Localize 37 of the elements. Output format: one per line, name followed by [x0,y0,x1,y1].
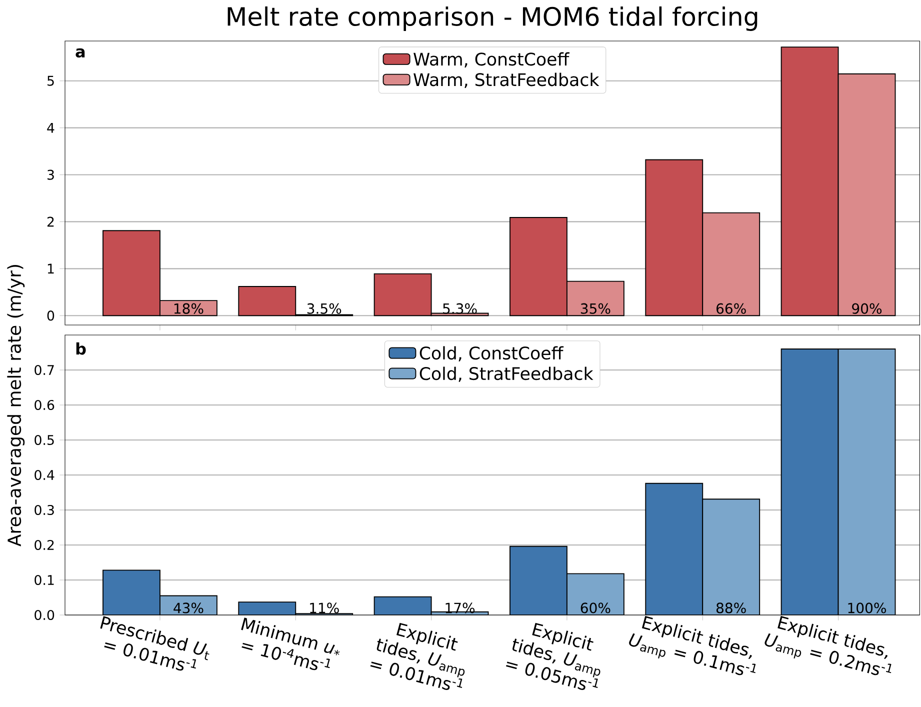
chart-title: Melt rate comparison - MOM6 tidal forcing [228,6,758,31]
y-tick-label: 2 [47,216,54,227]
legend-label: Cold, ConstCoeff [420,346,564,362]
y-tick-label: 1 [48,264,54,274]
y-tick-label: 0.0 [34,610,54,620]
y-tick-label: 3 [48,170,54,180]
annotation: 35% [580,303,610,314]
legend-label: Warm, ConstCoeff [414,52,570,68]
y-tick-label: 4 [47,122,54,133]
annotation: 43% [174,602,204,614]
y-tick-label: 0.6 [34,400,54,410]
y-tick-label: 0.1 [34,574,54,586]
y-tick-label: 0.7 [34,364,54,376]
y-tick-label: 0.5 [34,434,54,446]
y-axis-title: Area-averaged melt rate (m/yr) [7,265,25,546]
x-tick-label: Explicit tides, U$_{amp}$ = 0.1ms$^{-1}$ [629,616,756,676]
legend-label: Cold, StratFeedback [420,366,594,382]
annotation: 66% [716,303,746,314]
y-tick-label: 0.4 [34,470,54,480]
annotation: b [76,342,86,355]
y-tick-label: 0.2 [34,540,54,550]
annotation: 11% [310,602,339,614]
y-tick-label: 0 [47,310,54,321]
annotation: 60% [580,602,610,614]
y-tick-label: 0.3 [34,504,54,516]
x-tick-label: Explicit tides, U$_{amp}$ = 0.2ms$^{-1}$ [764,616,892,676]
annotation: 88% [716,602,746,614]
annotation: 90% [852,303,882,314]
x-tick-label: Explicit tides, U$_{amp}$ = 0.01ms$^{-1}$ [370,622,465,690]
annotation: 100% [848,602,886,614]
annotation: a [76,48,85,58]
x-tick-label: Explicit tides, U$_{amp}$ = 0.05ms$^{-1}$ [506,622,600,690]
annotation: 17% [446,602,475,614]
y-tick-label: 5 [48,76,54,86]
annotation: 3.5% [307,303,342,314]
legend-label: Warm, StratFeedback [414,72,600,88]
annotation: 18% [174,303,204,314]
